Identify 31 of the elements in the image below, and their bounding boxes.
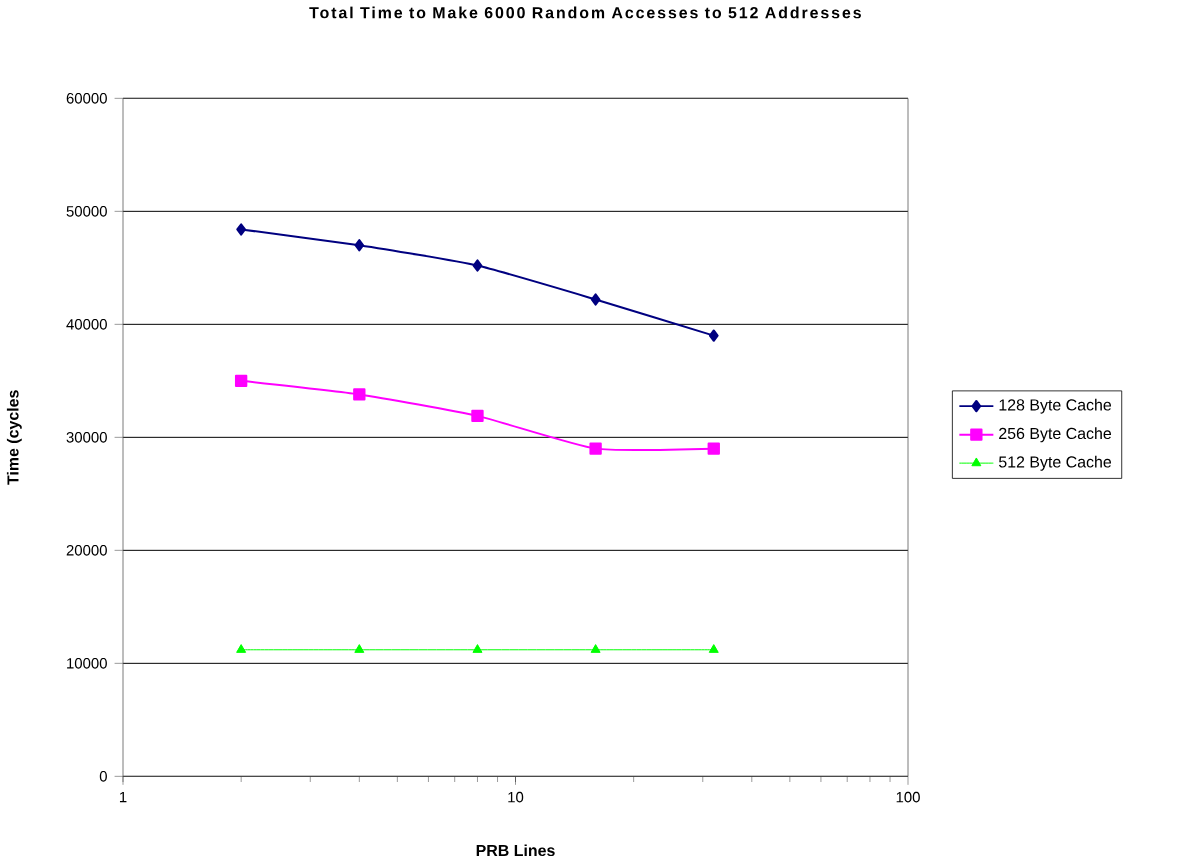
- x-tick-label: 100: [896, 792, 920, 803]
- y-tick-label: 20000: [66, 545, 107, 556]
- y-tick-label: 10000: [67, 658, 107, 669]
- point: [354, 239, 365, 252]
- point: [353, 388, 366, 401]
- point: [590, 293, 601, 306]
- legend-label: 128 Byte Cache: [999, 398, 1112, 414]
- x-tick-label: 10: [508, 792, 524, 803]
- x-tick-label: 1: [119, 792, 127, 803]
- point: [708, 644, 719, 653]
- point: [234, 374, 248, 388]
- legend-label: 256 Byte Cache: [999, 427, 1112, 443]
- point: [354, 644, 365, 653]
- point: [589, 442, 602, 455]
- point: [472, 644, 483, 653]
- point: [471, 409, 484, 423]
- y-tick-label: 0: [99, 771, 107, 782]
- point: [236, 223, 247, 236]
- legend-label: 512 Byte Cache: [998, 455, 1112, 471]
- point: [590, 644, 601, 653]
- y-axis-title: Time (cycles: [6, 390, 22, 485]
- y-tick-label: 60000: [66, 93, 107, 104]
- y-tick-label: 30000: [66, 432, 107, 443]
- point: [236, 644, 247, 653]
- x-axis-title: PRB Lines: [476, 844, 555, 857]
- y-tick-label: 50000: [66, 206, 107, 217]
- chart-title: Total Time to Make 6000 Random Accesses to 512 Addresses: [309, 6, 861, 19]
- point: [707, 442, 720, 455]
- y-tick-label: 40000: [66, 319, 107, 330]
- point: [472, 259, 483, 272]
- point: [708, 329, 719, 342]
